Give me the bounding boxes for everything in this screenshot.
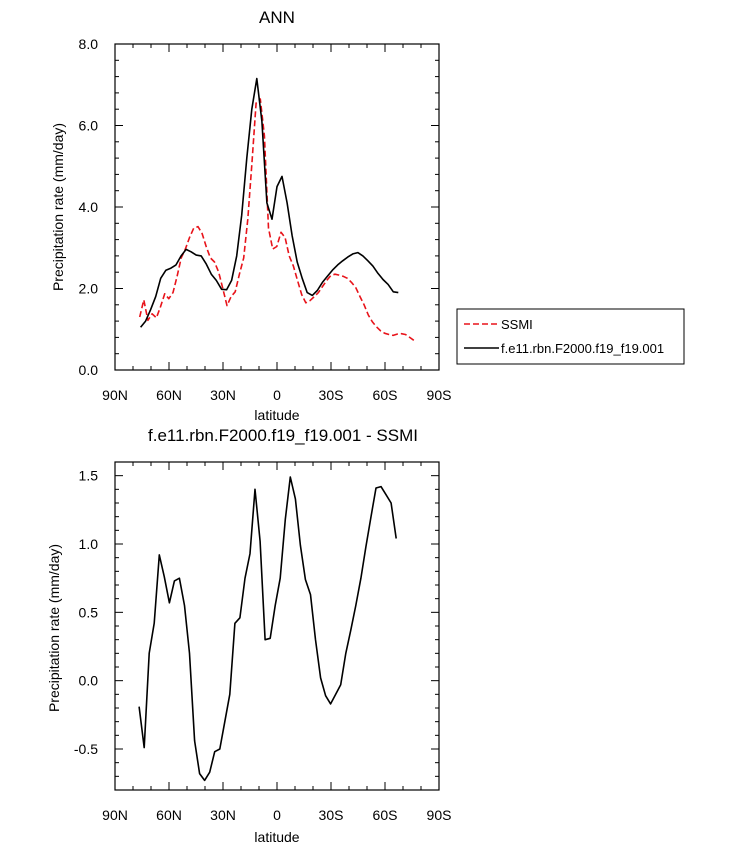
- x-tick-label: 30N: [210, 387, 236, 403]
- x-axis-title: latitude: [254, 407, 299, 423]
- panel-title: f.e11.rbn.F2000.f19_f19.001 - SSMI: [148, 426, 418, 445]
- legend-label-model: f.e11.rbn.F2000.f19_f19.001: [501, 341, 664, 356]
- x-tick-label: 90N: [102, 387, 128, 403]
- x-tick-label: 0: [273, 387, 281, 403]
- x-tick-label: 30S: [319, 387, 344, 403]
- x-tick-label: 60S: [373, 807, 398, 823]
- tick-layer: 90N 60N 30N 0 30S 60S 90S -0.5 0.0 0.5 1.0 1.5: [74, 461, 452, 823]
- plot-frame: [114, 461, 440, 791]
- y-tick-label: 0.0: [79, 362, 99, 378]
- plot-frame: [114, 43, 440, 371]
- y-tick-label: -0.5: [74, 741, 98, 757]
- series-line-0: [138, 476, 397, 782]
- y-tick-label: 8.0: [79, 36, 99, 52]
- y-tick-label: 1.0: [79, 536, 99, 552]
- x-tick-label: 30S: [319, 807, 344, 823]
- legend-label-ssmi: SSMI: [501, 317, 533, 332]
- series-layer: [138, 77, 415, 341]
- y-tick-label: 0.0: [79, 673, 99, 689]
- tick-layer: 90N 60N 30N 0 30S 60S 90S 0.0 2.0 4.0 6.0 8.0: [79, 36, 452, 403]
- panel-title: ANN: [259, 8, 295, 27]
- series-line-0: [138, 98, 415, 341]
- x-tick-label: 60N: [156, 387, 182, 403]
- x-tick-label: 30N: [210, 807, 236, 823]
- y-tick-label: 0.5: [79, 604, 99, 620]
- x-tick-label: 90S: [427, 807, 452, 823]
- y-tick-label: 4.0: [79, 199, 99, 215]
- top-panel: ANN latitude Precipitation rate (mm/day)…: [50, 8, 685, 423]
- y-tick-label: 1.5: [79, 468, 99, 484]
- x-tick-label: 0: [273, 807, 281, 823]
- x-tick-label: 60S: [373, 387, 398, 403]
- legend: SSMI f.e11.rbn.F2000.f19_f19.001: [456, 308, 685, 365]
- series-line-1: [139, 77, 399, 328]
- series-layer: [138, 476, 397, 782]
- x-axis-title: latitude: [254, 829, 299, 845]
- y-axis-title: Precipitation rate (mm/day): [50, 123, 66, 291]
- y-tick-label: 2.0: [79, 281, 99, 297]
- y-axis-title: Precipitation rate (mm/day): [46, 544, 62, 712]
- bottom-panel: f.e11.rbn.F2000.f19_f19.001 - SSMI latit…: [46, 426, 451, 845]
- x-tick-label: 60N: [156, 807, 182, 823]
- y-tick-label: 6.0: [79, 118, 99, 134]
- x-tick-label: 90N: [102, 807, 128, 823]
- legend-box: [456, 308, 685, 365]
- x-tick-label: 90S: [427, 387, 452, 403]
